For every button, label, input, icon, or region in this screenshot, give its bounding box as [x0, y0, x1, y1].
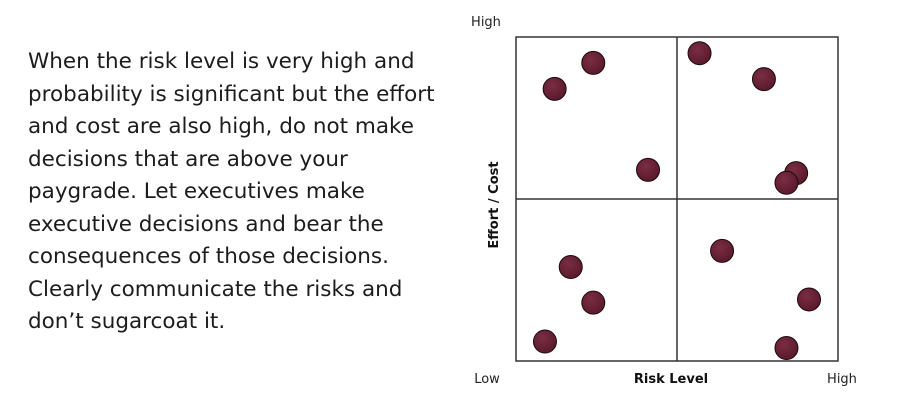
x-axis-high-label: High [827, 372, 857, 387]
y-axis-high-label: High [471, 15, 501, 30]
data-point [797, 287, 822, 312]
slide-paragraph: When the risk level is very high and pro… [28, 49, 435, 334]
data-point [558, 255, 583, 280]
data-point [542, 76, 567, 101]
data-point [774, 336, 799, 361]
data-point [636, 157, 661, 182]
data-point [710, 238, 735, 263]
data-point [532, 329, 557, 354]
chart-frame [515, 36, 839, 362]
data-point [774, 170, 799, 195]
data-point [581, 50, 606, 75]
y-axis-title: Effort / Cost [487, 161, 502, 248]
data-point [581, 290, 606, 315]
x-axis-title: Risk Level [634, 372, 708, 387]
data-point [687, 41, 712, 66]
data-point [751, 67, 776, 92]
x-axis-low-label: Low [474, 372, 500, 387]
chart-points [532, 41, 822, 361]
